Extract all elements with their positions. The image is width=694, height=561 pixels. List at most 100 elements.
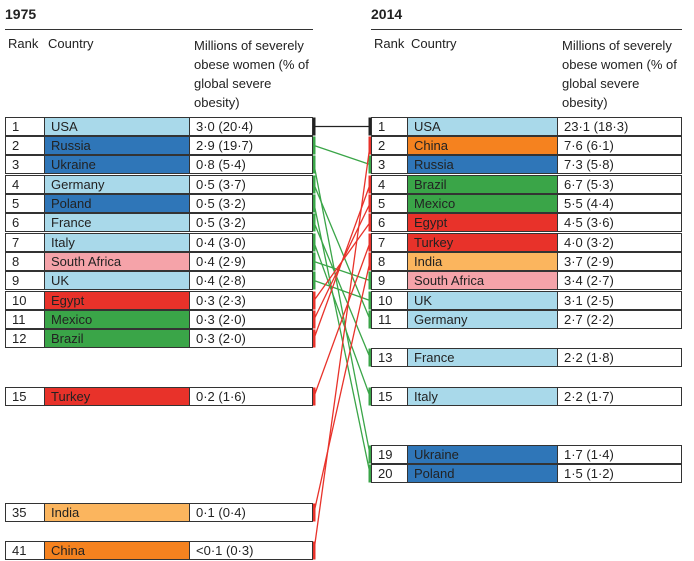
rank-cell: 6 xyxy=(371,213,408,232)
rank-cell: 10 xyxy=(5,291,45,310)
value-cell: 0·2 (1·6) xyxy=(189,387,313,406)
rank-cell: 3 xyxy=(371,155,408,174)
value-cell: 0·3 (2·0) xyxy=(189,329,313,348)
value-cell: 0·8 (5·4) xyxy=(189,155,313,174)
rank-cell: 2 xyxy=(371,136,408,155)
rank-cell: 15 xyxy=(5,387,45,406)
value-cell: 0·5 (3·2) xyxy=(189,213,313,232)
country-cell: China xyxy=(407,136,558,155)
value-cell: 2·2 (1·8) xyxy=(557,348,682,367)
value-cell: 0·5 (3·2) xyxy=(189,194,313,213)
value-cell: 3·1 (2·5) xyxy=(557,291,682,310)
country-cell: Turkey xyxy=(407,233,558,252)
rank-cell: 4 xyxy=(371,175,408,194)
rank-cell: 41 xyxy=(5,541,45,560)
country-cell: Mexico xyxy=(407,194,558,213)
rank-cell: 5 xyxy=(371,194,408,213)
rank-cell: 2 xyxy=(5,136,45,155)
header-country: Country xyxy=(48,36,94,51)
year: 1975 xyxy=(5,6,37,22)
value-cell: 5·5 (4·4) xyxy=(557,194,682,213)
value-cell: <0·1 (0·3) xyxy=(189,541,313,560)
rank-cell: 1 xyxy=(5,117,45,136)
year: 2014 xyxy=(371,6,403,22)
country-cell: Ukraine xyxy=(407,445,558,464)
country-cell: Mexico xyxy=(44,310,190,329)
value-cell: 3·4 (2·7) xyxy=(557,271,682,290)
value-cell: 0·3 (2·3) xyxy=(189,291,313,310)
value-cell: 4·0 (3·2) xyxy=(557,233,682,252)
value-cell: 0·4 (2·9) xyxy=(189,252,313,271)
country-cell: Turkey xyxy=(44,387,190,406)
rule xyxy=(371,29,682,30)
value-cell: 2·9 (19·7) xyxy=(189,136,313,155)
rank-cell: 11 xyxy=(371,310,408,329)
country-cell: USA xyxy=(407,117,558,136)
country-cell: Egypt xyxy=(407,213,558,232)
rank-cell: 9 xyxy=(371,271,408,290)
connector xyxy=(313,242,371,397)
country-cell: Ukraine xyxy=(44,155,190,174)
rank-cell: 35 xyxy=(5,503,45,522)
country-cell: India xyxy=(44,503,190,522)
value-cell: 0·4 (3·0) xyxy=(189,233,313,252)
rank-cell: 11 xyxy=(5,310,45,329)
rank-cell: 10 xyxy=(371,291,408,310)
connector xyxy=(313,260,371,282)
value-cell: 0·1 (0·4) xyxy=(189,503,313,522)
value-cell: 1·5 (1·2) xyxy=(557,464,682,483)
rank-cell: 8 xyxy=(371,252,408,271)
country-cell: Russia xyxy=(407,155,558,174)
rank-cell: 9 xyxy=(5,271,45,290)
country-cell: India xyxy=(407,252,558,271)
value-cell: 6·7 (5·3) xyxy=(557,175,682,194)
value-cell: 7·3 (5·8) xyxy=(557,155,682,174)
rank-cell: 1 xyxy=(371,117,408,136)
rank-cell: 7 xyxy=(5,233,45,252)
value-cell: 23·1 (18·3) xyxy=(557,117,682,136)
rule xyxy=(5,29,313,30)
country-cell: Russia xyxy=(44,136,190,155)
country-cell: UK xyxy=(407,291,558,310)
rank-cell: 15 xyxy=(371,387,408,406)
country-cell: Germany xyxy=(44,175,190,194)
country-cell: Italy xyxy=(407,387,558,406)
country-cell: South Africa xyxy=(407,271,558,290)
country-cell: Germany xyxy=(407,310,558,329)
connector xyxy=(313,279,371,302)
rank-cell: 3 xyxy=(5,155,45,174)
country-cell: Brazil xyxy=(44,329,190,348)
rank-cell: 8 xyxy=(5,252,45,271)
connector xyxy=(313,145,371,551)
country-cell: Poland xyxy=(407,464,558,483)
header-value: Millions of severely obese women (% of g… xyxy=(194,38,309,110)
country-cell: Italy xyxy=(44,233,190,252)
value-cell: 0·5 (3·7) xyxy=(189,175,313,194)
value-cell: 0·3 (2·0) xyxy=(189,310,313,329)
country-cell: USA xyxy=(44,117,190,136)
value-cell: 3·0 (20·4) xyxy=(189,117,313,136)
header-value: Millions of severely obese women (% of g… xyxy=(562,38,677,110)
value-cell: 7·6 (6·1) xyxy=(557,136,682,155)
country-cell: France xyxy=(407,348,558,367)
rank-cell: 7 xyxy=(371,233,408,252)
value-cell: 3·7 (2·9) xyxy=(557,252,682,271)
rank-cell: 6 xyxy=(5,213,45,232)
rank-cell: 12 xyxy=(5,329,45,348)
header-rank: Rank xyxy=(8,36,39,51)
rank-cell: 5 xyxy=(5,194,45,213)
value-cell: 2·2 (1·7) xyxy=(557,387,682,406)
country-cell: Brazil xyxy=(407,175,558,194)
connector xyxy=(313,144,371,166)
rank-cell: 4 xyxy=(5,175,45,194)
country-cell: UK xyxy=(44,271,190,290)
country-cell: China xyxy=(44,541,190,560)
rank-cell: 13 xyxy=(371,348,408,367)
country-cell: Egypt xyxy=(44,291,190,310)
rank-cell: 19 xyxy=(371,445,408,464)
value-cell: 2·7 (2·2) xyxy=(557,310,682,329)
value-cell: 0·4 (2·8) xyxy=(189,271,313,290)
value-cell: 4·5 (3·6) xyxy=(557,213,682,232)
